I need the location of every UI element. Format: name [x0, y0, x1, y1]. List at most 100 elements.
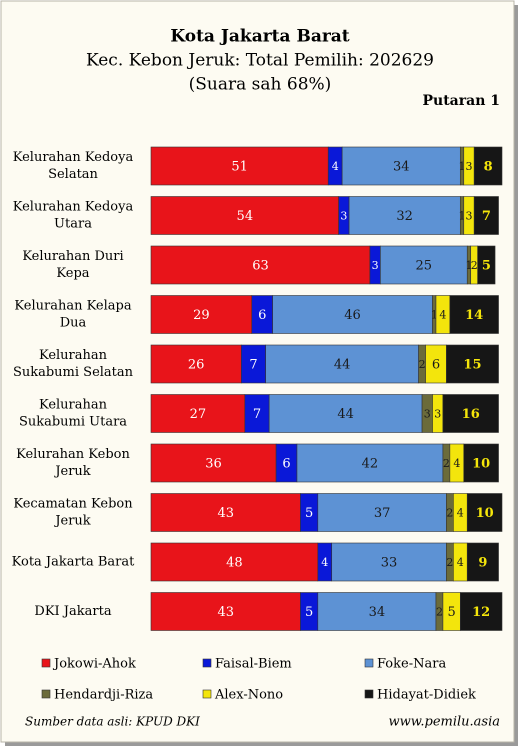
y-tick-label: DKI Jakarta [34, 604, 111, 619]
y-tick-label: Utara [54, 217, 92, 232]
data-label: 25 [416, 259, 433, 274]
data-label: 34 [393, 160, 410, 175]
y-tick-label: Jeruk [53, 514, 90, 529]
data-label: 2 [436, 606, 443, 619]
data-label: 48 [226, 556, 243, 571]
y-tick-label: Sukabumi Selatan [13, 365, 134, 380]
data-label: 37 [374, 506, 391, 521]
data-label: 46 [344, 308, 361, 323]
data-label: 14 [465, 308, 483, 323]
chart-subtitle: Kec. Kebon Jeruk: Total Pemilih: 202629 [86, 51, 434, 71]
data-label: 5 [482, 259, 491, 274]
data-label: 54 [237, 209, 254, 224]
website: www.pemilu.asia [389, 715, 500, 730]
data-label: 44 [334, 358, 351, 373]
legend-swatch [202, 658, 212, 668]
y-tick-label: Selatan [48, 167, 98, 182]
y-tick-label: Kelurahan [39, 398, 108, 413]
data-label: 4 [332, 160, 339, 173]
bar-segment [449, 295, 499, 334]
data-label: 5 [447, 605, 455, 620]
bar-segment [244, 394, 270, 433]
data-label: 4 [453, 457, 460, 470]
data-label: 29 [193, 308, 210, 323]
legend-label: Hendardji-Riza [54, 688, 153, 703]
data-label: 3 [465, 160, 472, 173]
y-tick-label: Kepa [56, 266, 89, 281]
legend-label: Hidayat-Didiek [377, 688, 476, 703]
data-label: 10 [472, 457, 490, 472]
bar-segment [150, 146, 329, 186]
data-label: 3 [372, 259, 379, 272]
bar-segment [466, 493, 503, 532]
bar-segment [473, 196, 499, 235]
data-label: 2 [419, 358, 426, 371]
data-label: 1 [459, 160, 466, 173]
data-label: 27 [190, 407, 207, 422]
data-label: 12 [472, 605, 490, 620]
data-label: 3 [434, 408, 441, 421]
y-tick-label: Kelurahan Kebon [16, 447, 130, 462]
bar-segment [331, 542, 447, 582]
bar-segment [466, 542, 499, 582]
data-label: 10 [476, 506, 494, 521]
data-label: 8 [484, 160, 493, 175]
bar-segment [150, 344, 242, 384]
data-label: 15 [463, 358, 481, 373]
y-tick-label: Kecamatan Kebon [13, 497, 133, 512]
data-label: 43 [217, 506, 234, 521]
bar-segment [442, 394, 499, 433]
bar-segment [477, 245, 496, 285]
data-label: 2 [471, 259, 478, 272]
bar-segment [265, 344, 419, 384]
y-tick-label: Kelurahan Kedoya [13, 150, 134, 165]
legend-label: Jokowi-Ahok [52, 657, 136, 672]
bar-segment [459, 592, 503, 631]
bar-segment [150, 443, 277, 483]
y-tick-label: Kelurahan Duri [22, 249, 123, 264]
bar-segment [241, 344, 266, 384]
legend-swatch [364, 689, 374, 699]
bar-segment [150, 493, 301, 532]
data-label: 1 [465, 259, 472, 272]
bar-segment [446, 344, 499, 384]
y-tick-label: Kelurahan Kedoya [13, 200, 134, 215]
annotation: Putaran 1 [423, 93, 501, 109]
data-label: 5 [305, 506, 313, 521]
data-label: 2 [446, 507, 453, 520]
legend-swatch [364, 658, 374, 668]
bar-segment [473, 146, 503, 186]
data-label: 1 [431, 309, 438, 322]
bar-segment [150, 592, 301, 631]
data-label: 44 [337, 407, 354, 422]
data-label: 7 [249, 358, 257, 373]
data-label: 7 [482, 209, 491, 224]
bar-segment [380, 245, 468, 285]
data-label: 2 [443, 457, 450, 470]
data-label: 3 [340, 210, 347, 223]
bar-segment [317, 592, 437, 631]
legend-label: Foke-Nara [377, 657, 446, 672]
y-tick-label: Jeruk [53, 464, 90, 479]
y-tick-label: Sukabumi Utara [19, 415, 127, 430]
bar-segment [150, 245, 371, 285]
legend-swatch [41, 689, 51, 699]
data-label: 36 [205, 457, 222, 472]
data-label: 33 [381, 556, 398, 571]
data-label: 1 [459, 210, 466, 223]
legend-swatch [41, 658, 51, 668]
y-tick-label: Kelurahan Kelapa [14, 299, 131, 314]
data-label: 6 [432, 358, 440, 373]
bar-segment [272, 295, 433, 334]
legend-label: Faisal-Biem [215, 657, 292, 672]
data-label: 6 [282, 457, 290, 472]
data-label: 2 [446, 556, 453, 569]
data-label: 4 [439, 309, 446, 322]
data-label: 4 [321, 556, 328, 569]
y-tick-label: Dua [60, 316, 87, 331]
bar-segment [317, 493, 447, 532]
y-tick-label: Kelurahan [39, 348, 108, 363]
data-label: 43 [217, 605, 234, 620]
